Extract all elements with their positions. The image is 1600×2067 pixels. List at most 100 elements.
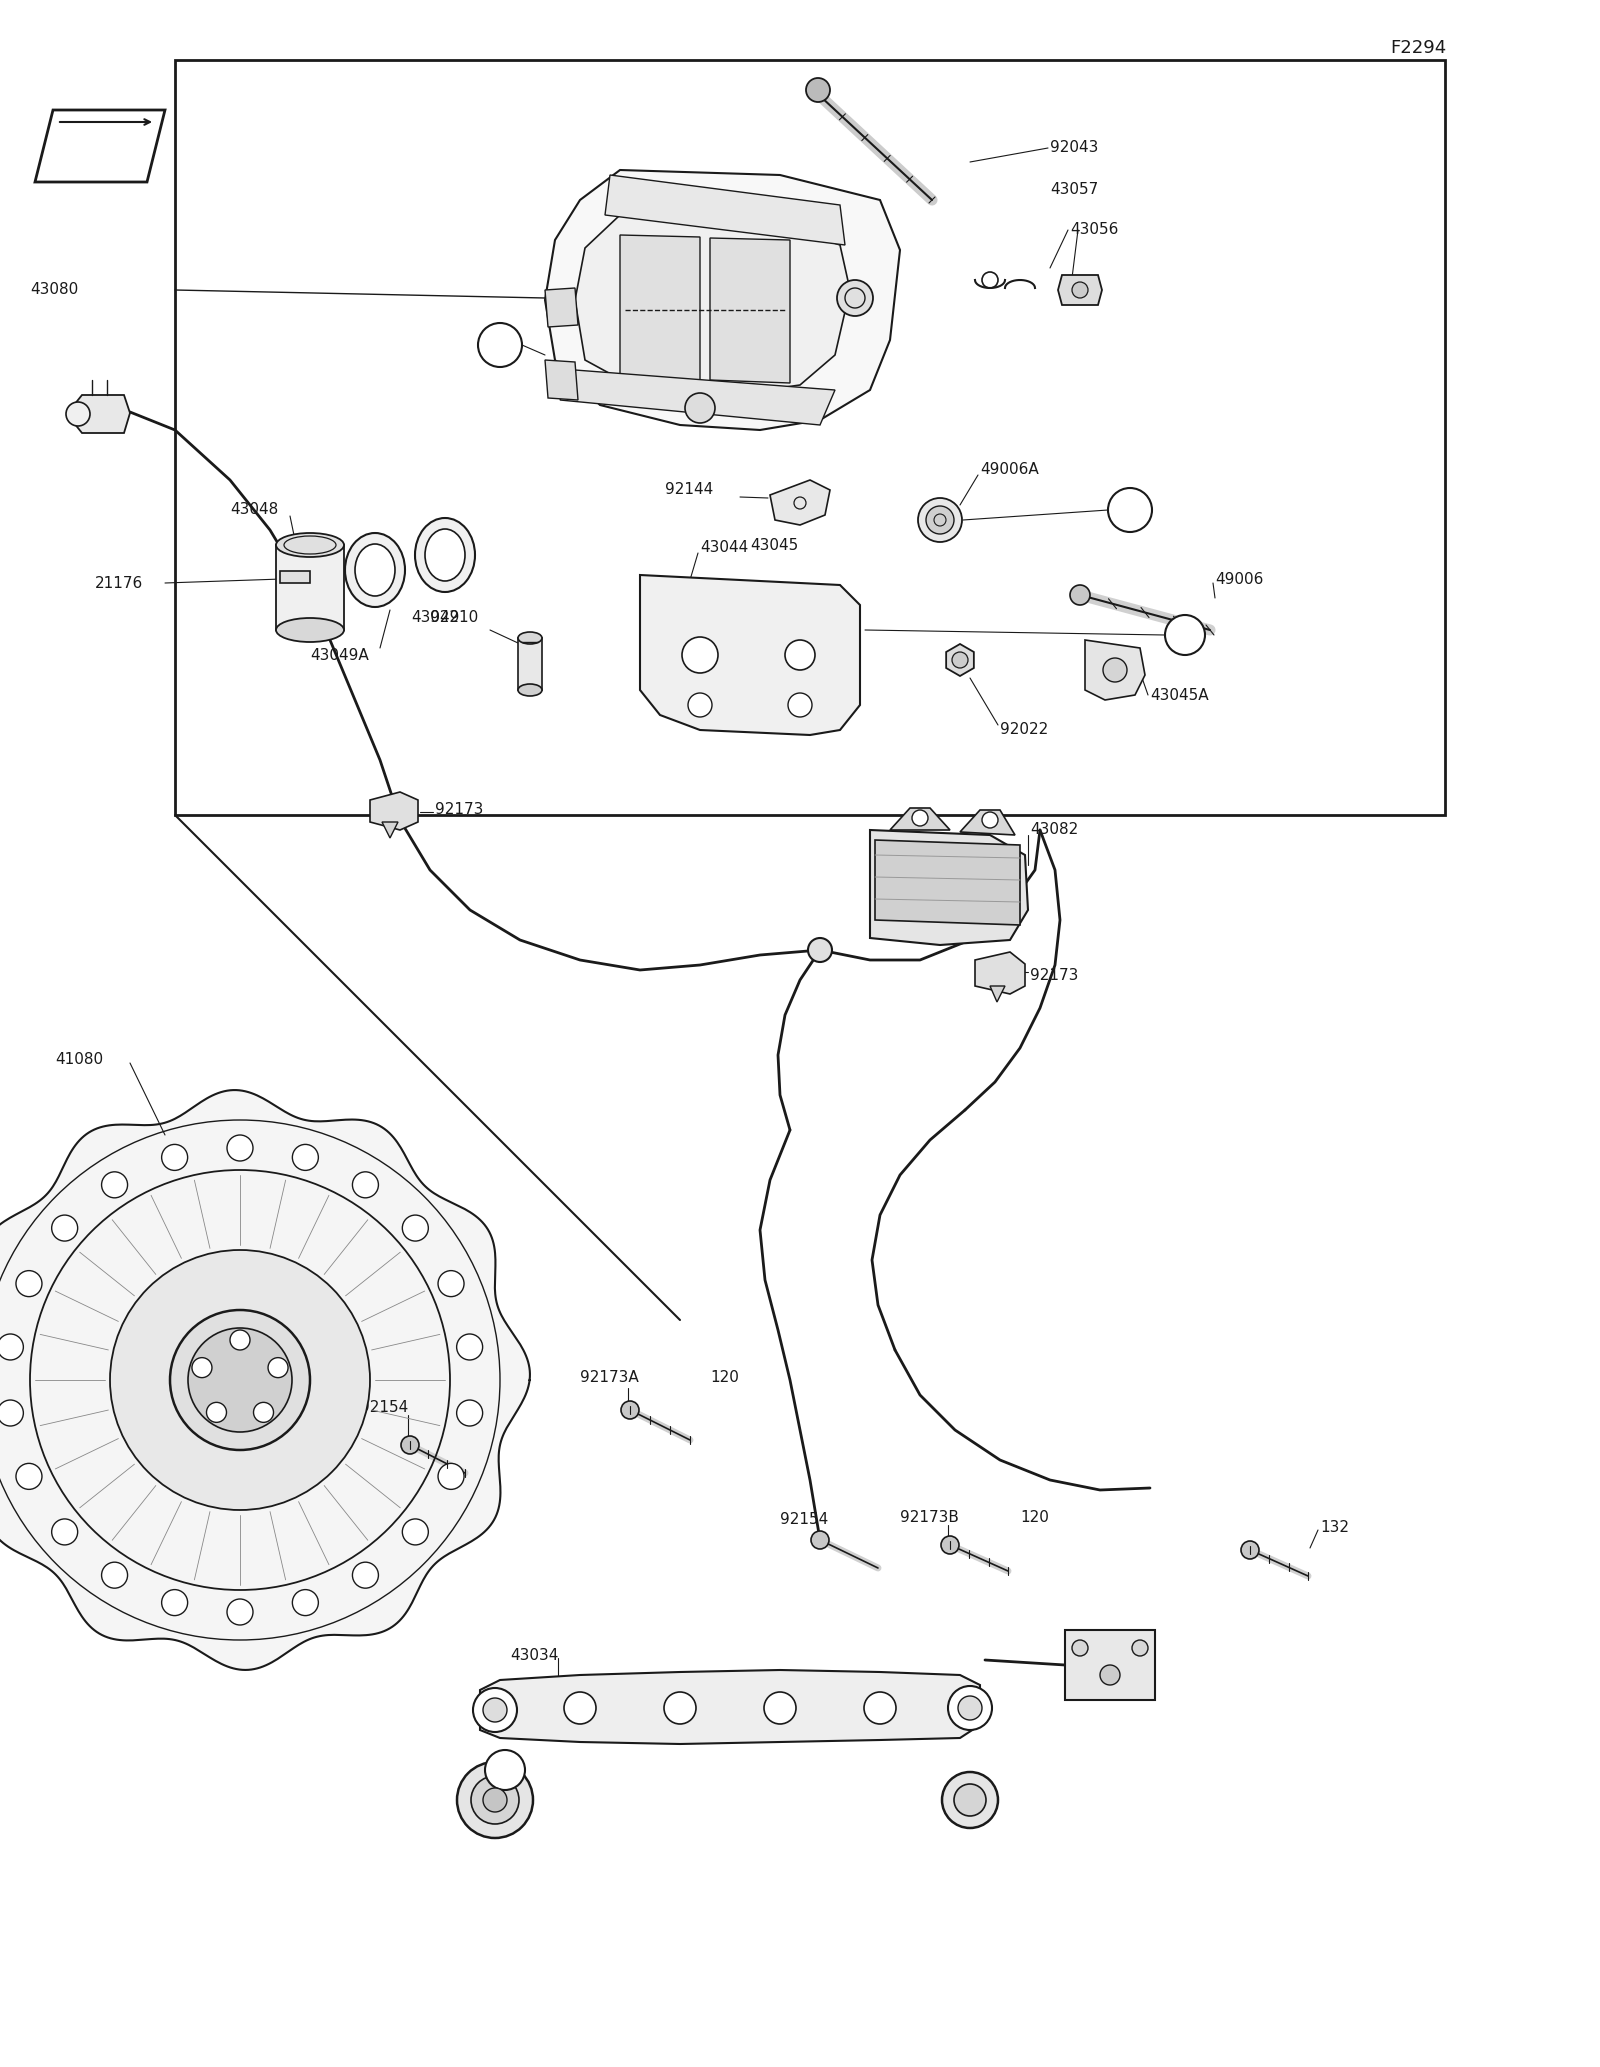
Circle shape (478, 322, 522, 368)
Polygon shape (974, 953, 1026, 994)
Text: 43082: 43082 (1030, 823, 1078, 837)
Text: 92173A: 92173A (579, 1370, 638, 1385)
Circle shape (162, 1145, 187, 1170)
Polygon shape (1058, 275, 1102, 306)
Ellipse shape (414, 519, 475, 591)
Circle shape (806, 79, 830, 101)
Text: 43049A: 43049A (310, 647, 368, 664)
Text: 43034: 43034 (510, 1647, 558, 1662)
Circle shape (402, 1215, 429, 1240)
Text: B: B (1125, 502, 1136, 517)
Polygon shape (960, 810, 1014, 835)
Ellipse shape (346, 533, 405, 608)
Circle shape (483, 1788, 507, 1813)
Text: A: A (1179, 628, 1190, 643)
Circle shape (563, 1693, 595, 1724)
Text: 92022: 92022 (1000, 723, 1048, 738)
Circle shape (1101, 1666, 1120, 1685)
Circle shape (1072, 281, 1088, 298)
Circle shape (837, 279, 874, 316)
Polygon shape (35, 110, 165, 182)
Circle shape (110, 1251, 370, 1511)
Circle shape (682, 637, 718, 674)
Text: 92154: 92154 (781, 1513, 829, 1528)
Circle shape (352, 1172, 379, 1199)
Circle shape (456, 1333, 483, 1360)
Text: 92173B: 92173B (899, 1511, 958, 1525)
Polygon shape (990, 986, 1005, 1002)
Circle shape (958, 1697, 982, 1720)
Text: 92144: 92144 (666, 482, 714, 498)
Bar (518, 639, 542, 690)
Circle shape (664, 1693, 696, 1724)
Circle shape (438, 1463, 464, 1490)
Circle shape (942, 1771, 998, 1827)
Text: 41080: 41080 (54, 1052, 102, 1067)
Text: 43049: 43049 (411, 610, 459, 626)
Polygon shape (1066, 1631, 1155, 1699)
Circle shape (787, 692, 813, 717)
Polygon shape (74, 395, 130, 432)
Circle shape (808, 938, 832, 961)
Text: 49006A: 49006A (979, 463, 1038, 477)
Polygon shape (546, 287, 578, 327)
Text: 92173: 92173 (1030, 967, 1078, 982)
Circle shape (16, 1463, 42, 1490)
Circle shape (66, 401, 90, 426)
Circle shape (402, 1437, 419, 1453)
Circle shape (926, 506, 954, 533)
Text: 43045A: 43045A (1150, 688, 1208, 703)
Circle shape (456, 1399, 483, 1426)
Polygon shape (640, 575, 861, 736)
Circle shape (293, 1590, 318, 1616)
Circle shape (1133, 1639, 1149, 1656)
Circle shape (189, 1327, 291, 1432)
Circle shape (483, 1697, 507, 1722)
Polygon shape (574, 215, 850, 395)
Circle shape (1165, 616, 1205, 655)
Circle shape (162, 1590, 187, 1616)
Text: 43045: 43045 (750, 537, 798, 552)
Circle shape (0, 1399, 24, 1426)
Text: A: A (499, 1763, 510, 1778)
Circle shape (227, 1600, 253, 1625)
Polygon shape (621, 236, 701, 384)
Circle shape (765, 1693, 797, 1724)
Circle shape (918, 498, 962, 542)
Bar (277, 546, 344, 630)
Text: F2294: F2294 (1390, 39, 1446, 58)
Polygon shape (875, 839, 1021, 926)
Polygon shape (480, 1670, 979, 1745)
Circle shape (170, 1310, 310, 1449)
Circle shape (947, 1687, 992, 1730)
Text: 43044: 43044 (701, 539, 749, 556)
Polygon shape (546, 360, 578, 401)
Text: 92173: 92173 (435, 802, 483, 819)
Circle shape (954, 1784, 986, 1817)
Polygon shape (382, 823, 398, 837)
Polygon shape (1085, 641, 1146, 701)
Circle shape (688, 692, 712, 717)
Circle shape (786, 641, 814, 670)
Ellipse shape (355, 544, 395, 595)
Circle shape (101, 1563, 128, 1587)
Circle shape (230, 1329, 250, 1350)
Polygon shape (710, 238, 790, 382)
Circle shape (206, 1401, 227, 1422)
Circle shape (1242, 1542, 1259, 1559)
Text: 92210: 92210 (430, 610, 478, 626)
Circle shape (1070, 585, 1090, 606)
Polygon shape (946, 645, 974, 676)
Ellipse shape (518, 684, 542, 697)
Polygon shape (0, 1089, 530, 1670)
Circle shape (485, 1751, 525, 1790)
Text: 49006: 49006 (1214, 573, 1264, 587)
Polygon shape (770, 480, 830, 525)
Circle shape (474, 1689, 517, 1732)
Circle shape (685, 393, 715, 424)
Polygon shape (890, 808, 950, 831)
Ellipse shape (518, 633, 542, 645)
Circle shape (293, 1145, 318, 1170)
Circle shape (402, 1519, 429, 1544)
Text: 92154: 92154 (360, 1401, 408, 1416)
